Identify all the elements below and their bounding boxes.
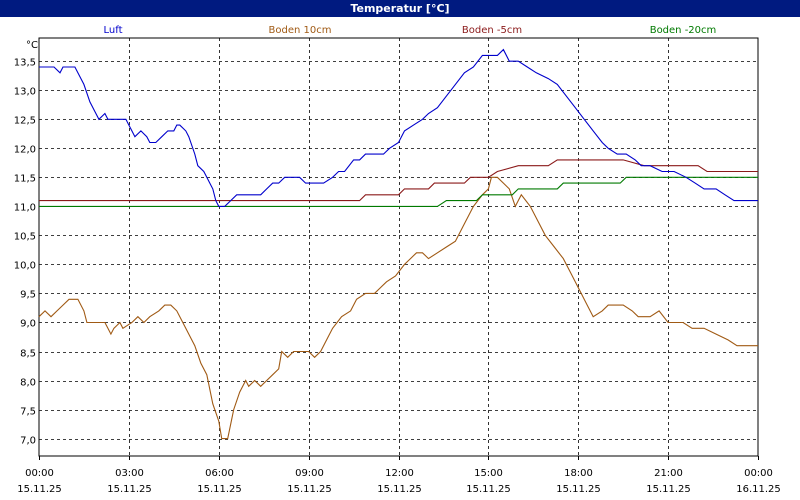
x-tick-date: 15.11.25 <box>377 484 422 495</box>
y-tick-label: 9,0 <box>20 319 36 330</box>
series-line <box>38 176 758 440</box>
x-tick-time: 09:00 <box>295 468 324 479</box>
x-tick-time: 18:00 <box>564 468 593 479</box>
x-tick-time: 21:00 <box>654 468 683 479</box>
series-line <box>39 176 758 207</box>
chart-title: Temperatur [°C] <box>0 0 800 17</box>
x-tick-date: 16.11.25 <box>736 484 781 495</box>
series-line <box>39 48 758 207</box>
x-tick-time: 12:00 <box>385 468 414 479</box>
y-tick-label: 12,5 <box>14 116 36 127</box>
y-tick-label: 11,5 <box>14 174 36 185</box>
y-tick-label: 7,0 <box>20 436 36 447</box>
x-tick-date: 15.11.25 <box>646 484 691 495</box>
x-tick-time: 00:00 <box>744 468 773 479</box>
plot-area: 7,0 7,5 8,0 8,5 9,0 9,5 10,0 10,5 11,0 11,5 12,0 12… <box>0 17 800 500</box>
y-tick-label: 10,0 <box>14 261 36 272</box>
x-tick-date: 15.11.25 <box>466 484 511 495</box>
y-tick-label: 8,5 <box>20 349 36 360</box>
x-tick-time: 03:00 <box>115 468 144 479</box>
y-tick-label: 8,0 <box>20 378 36 389</box>
plot-frame <box>38 37 759 457</box>
legend-entry: Boden 10cm <box>269 25 332 36</box>
y-tick-label: 11,0 <box>14 203 36 214</box>
legend-entry: Luft <box>104 25 123 36</box>
y-tick-label: 13,0 <box>14 87 36 98</box>
legend-entry: Boden -20cm <box>650 25 717 36</box>
legend-entry: Boden -5cm <box>462 25 522 36</box>
x-tick-time: 15:00 <box>474 468 503 479</box>
x-tick-time: 00:00 <box>25 468 54 479</box>
x-tick-date: 15.11.25 <box>17 484 62 495</box>
y-tick-label: 7,5 <box>20 407 36 418</box>
y-tick-label: 12,0 <box>14 145 36 156</box>
x-tick-date: 15.11.25 <box>197 484 242 495</box>
x-tick-date: 15.11.25 <box>107 484 152 495</box>
y-tick-label: 9,5 <box>20 290 36 301</box>
x-tick-time: 06:00 <box>205 468 234 479</box>
y-tick-label: 10,5 <box>14 232 36 243</box>
x-tick-date: 15.11.25 <box>556 484 601 495</box>
y-axis-label: °C <box>26 40 38 51</box>
y-tick-label: 13,5 <box>14 58 36 69</box>
temperature-chart: 7,0 7,5 8,0 8,5 9,0 9,5 10,0 10,5 11,0 11,5 12,0 12… <box>14 25 781 495</box>
x-tick-date: 15.11.25 <box>287 484 332 495</box>
